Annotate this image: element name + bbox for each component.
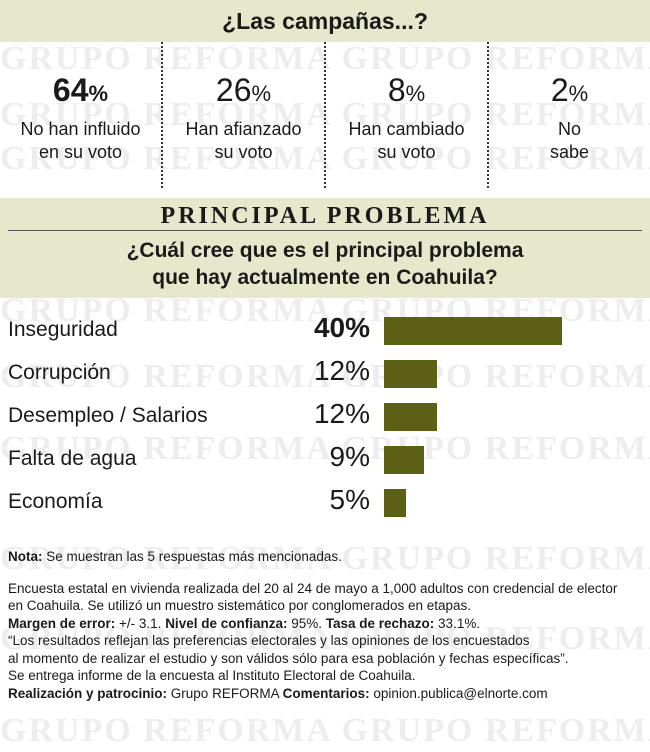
campaign-col: 64% No han influido en su voto — [0, 42, 161, 188]
bar-row: Desempleo / Salarios 12% — [0, 396, 650, 436]
bar-row: Economía 5% — [0, 482, 650, 522]
bar-value-label: 12% — [313, 355, 370, 386]
campaign-pct: 2% — [550, 72, 589, 108]
bar-value-label: 9% — [329, 441, 370, 472]
problem-bar-chart: Inseguridad 40% Corrupción 12% Desempleo / S… — [0, 310, 650, 530]
bar-category-label: Corrupción — [8, 361, 111, 384]
bar-category-label: Desempleo / Salarios — [8, 404, 208, 427]
note-line: Nota: Se muestran las 5 respuestas más m… — [8, 549, 342, 564]
bar-category-label: Inseguridad — [8, 318, 118, 341]
bar-row: Corrupción 12% — [0, 353, 650, 393]
bar-category-label: Economía — [8, 490, 103, 513]
bar-row: Falta de agua 9% — [0, 439, 650, 479]
divider — [8, 230, 642, 231]
campaign-pct: 64% — [52, 72, 109, 108]
bar — [384, 446, 425, 474]
watermark: GRUPO REFORMA GRUPO REFORMA GRUPO REFORM… — [0, 358, 650, 395]
campaign-col: 8% Han cambiado su voto — [324, 42, 487, 188]
bar-value-label: 40% — [313, 312, 370, 343]
campaign-pct: 26% — [215, 72, 272, 108]
campaign-label: No sabe — [549, 119, 590, 162]
bar-value-label: 5% — [329, 484, 370, 515]
bar-category-label: Falta de agua — [8, 447, 137, 470]
watermark: GRUPO REFORMA GRUPO REFORMA GRUPO REFORM… — [0, 620, 650, 657]
watermark: GRUPO REFORMA GRUPO REFORMA GRUPO REFORM… — [0, 712, 650, 749]
methodology-notes: Nota: Se muestran las 5 respuestas más m… — [8, 548, 644, 702]
campaign-col: 26% Han afianzado su voto — [161, 42, 324, 188]
campaign-col: 2% No sabe — [487, 42, 650, 188]
section-title: PRINCIPAL PROBLEMA — [160, 203, 490, 229]
quote-line: al momento de realizar el estudio y son … — [8, 650, 569, 666]
bar-value-label: 12% — [313, 398, 370, 429]
bar — [384, 489, 407, 517]
credits-line: Realización y patrocinio: Grupo REFORMA … — [8, 685, 548, 701]
problem-question: ¿Cuál cree que es el principal problema q… — [126, 239, 524, 289]
method-line: Encuesta estatal en vivienda realizada d… — [8, 580, 618, 596]
watermark: GRUPO REFORMA GRUPO REFORMA GRUPO REFORM… — [0, 430, 650, 467]
campaign-label: No han influido en su voto — [20, 119, 141, 162]
bar — [384, 317, 562, 345]
bar — [384, 360, 438, 388]
campaign-pct: 8% — [387, 72, 426, 108]
stats-line: Margen de error: +/- 3.1. Nivel de confi… — [8, 615, 481, 631]
bar-row: Inseguridad 40% — [0, 310, 650, 350]
problem-header: PRINCIPAL PROBLEMA ¿Cuál cree que es el … — [0, 198, 650, 298]
quote-line: “Los resultados reflejan las preferencia… — [8, 633, 530, 648]
campaign-label: Han cambiado su voto — [348, 119, 465, 162]
campaign-question: ¿Las campañas...? — [0, 0, 650, 42]
informe-line: Se entrega informe de la encuesta al Ins… — [8, 668, 416, 683]
campaign-results: 64% No han influido en su voto 26% Han af… — [0, 42, 650, 188]
campaign-label: Han afianzado su voto — [185, 119, 302, 162]
method-line: en Coahuila. Se utilizó un muestro siste… — [8, 598, 472, 613]
watermark: GRUPO REFORMA GRUPO REFORMA GRUPO REFORM… — [0, 540, 650, 577]
bar — [384, 403, 438, 431]
